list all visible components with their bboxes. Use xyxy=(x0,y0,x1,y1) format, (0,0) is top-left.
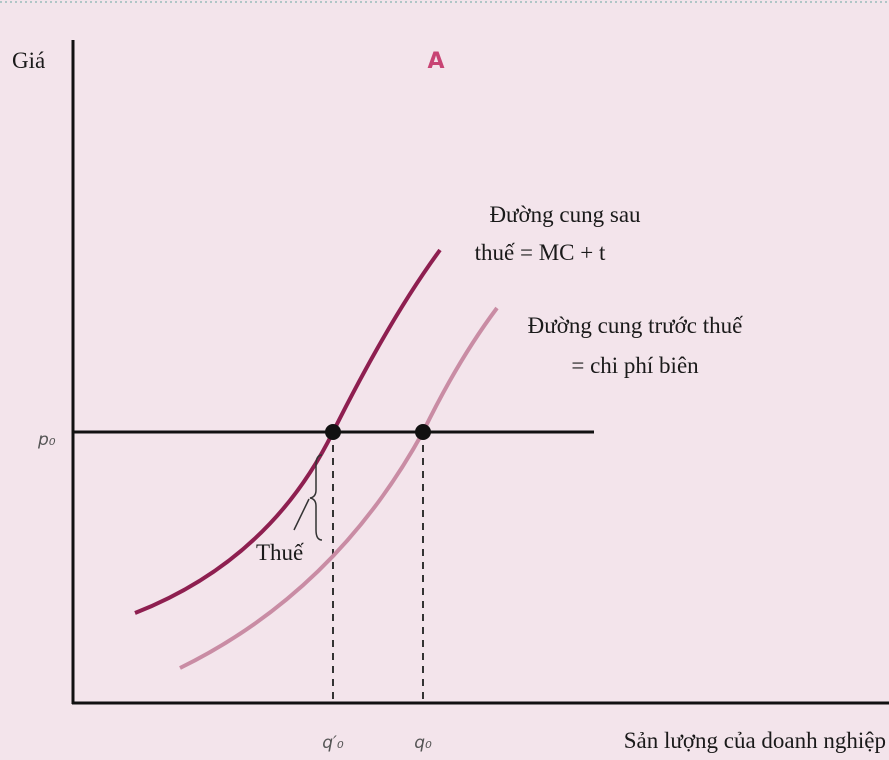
y-axis-label: Giá xyxy=(12,48,45,73)
title: A xyxy=(427,49,444,74)
tax-brace xyxy=(309,454,323,541)
equilibrium-point xyxy=(415,424,431,440)
quantity-label: q′₀ xyxy=(322,733,344,753)
price-label: p₀ xyxy=(37,430,56,450)
before-tax-label: = chi phí biên xyxy=(571,353,699,378)
after-tax-label: thuế = MC + t xyxy=(475,240,606,265)
before-tax-supply-curve xyxy=(179,306,499,670)
quantity-label: q₀ xyxy=(414,733,432,753)
x-axis-label: Sản lượng của doanh nghiệp xyxy=(624,728,886,753)
tax-pointer xyxy=(293,498,310,531)
equilibrium-point xyxy=(325,424,341,440)
after-tax-label: Đường cung sau xyxy=(489,202,641,227)
tax-label: Thuế xyxy=(256,540,304,565)
before-tax-label: Đường cung trước thuế xyxy=(528,313,743,338)
